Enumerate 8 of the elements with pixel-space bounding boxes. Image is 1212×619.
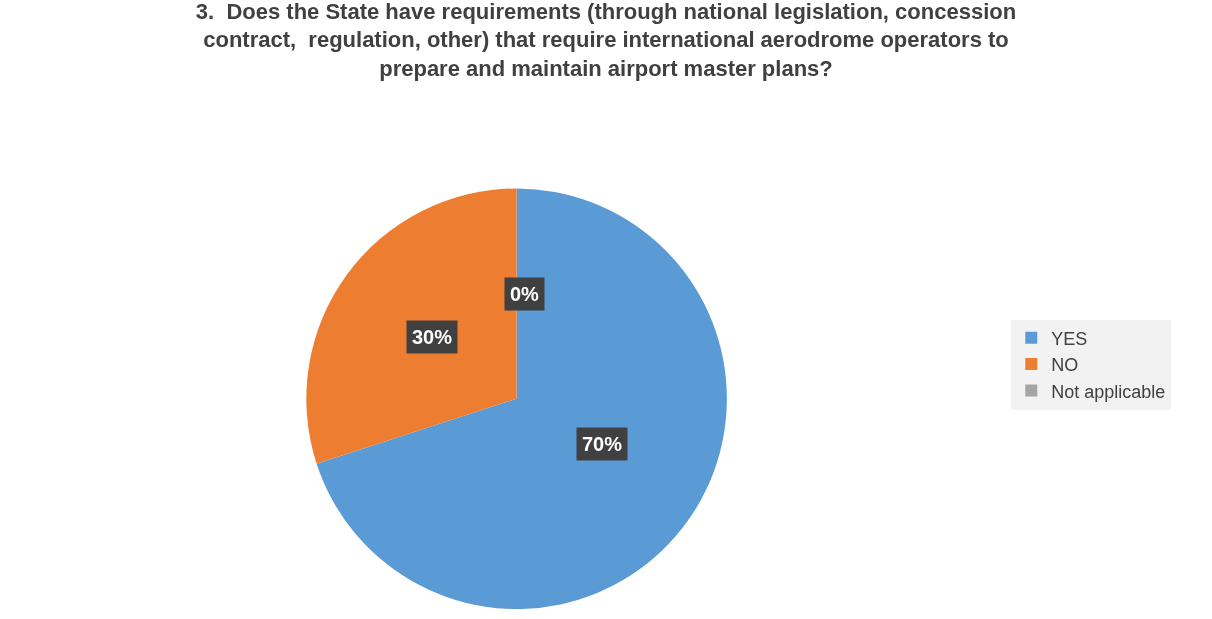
- legend-label: NO: [1051, 355, 1079, 376]
- legend-label: YES: [1051, 328, 1088, 349]
- data-label: 30%: [412, 326, 453, 348]
- text: 0%: [510, 283, 539, 305]
- pie-slice: [316, 188, 727, 609]
- legend-label: Not applicable: [1051, 381, 1166, 402]
- chart-title: 3. Does the State have requirements (through national legislation, concession contract, regulation, other) that require international aerodrome operators to prepare and maintain airport master plans?: [195, 0, 1017, 81]
- data-label: 70%: [582, 433, 623, 455]
